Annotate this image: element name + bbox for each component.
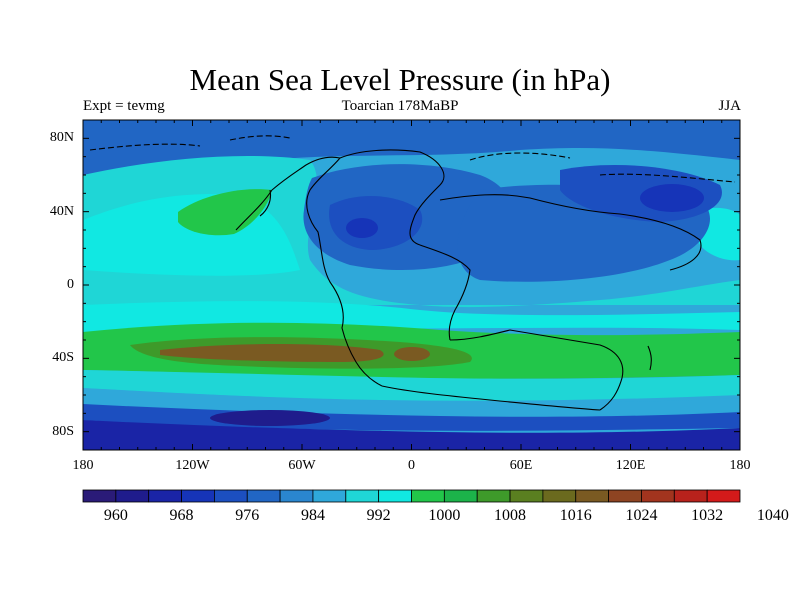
colorbar-tick-label: 968 xyxy=(169,507,194,524)
field-subtropical-high-core xyxy=(160,344,384,362)
lat-tick-label: 40N xyxy=(49,203,74,219)
colorbar-tick-label: 1032 xyxy=(691,507,724,524)
lon-tick-label: 0 xyxy=(408,458,415,473)
lat-tick-label: 80S xyxy=(52,423,74,439)
coastline-tethys xyxy=(439,194,702,271)
lon-tick-label: 120W xyxy=(175,458,210,473)
colorbar-swatch xyxy=(575,489,609,503)
field-south-cyan xyxy=(83,370,740,401)
colorbar-tick-label: 1008 xyxy=(494,507,527,524)
colorbar-swatch xyxy=(246,489,281,503)
colorbar-swatch xyxy=(82,489,117,503)
lat-tick-label: 40S xyxy=(52,350,74,366)
colorbar-tick-label: 1040 xyxy=(756,507,789,524)
map-title: Mean Sea Level Pressure (in hPa) xyxy=(189,62,611,97)
field-polar-low xyxy=(83,420,740,450)
colorbar-swatch xyxy=(443,489,478,503)
colorbar-swatch xyxy=(706,489,741,503)
colorbar-tick-label: 1016 xyxy=(559,507,592,524)
coastline-minor xyxy=(259,189,652,371)
colorbar-swatch xyxy=(312,489,347,503)
colorbar-swatch xyxy=(181,489,215,503)
colorbar-swatch xyxy=(608,489,642,503)
field-continental-low-core xyxy=(346,218,378,238)
colorbar-tick-label: 1000 xyxy=(428,507,461,524)
colorbar xyxy=(82,489,741,503)
colorbar-swatch xyxy=(673,489,708,503)
field-subtropical-high-core-east xyxy=(394,347,430,361)
colorbar-swatch xyxy=(148,489,182,503)
coastlines xyxy=(89,135,736,411)
lon-tick-label: 60E xyxy=(509,458,533,473)
experiment-label: Expt = tevmg xyxy=(83,98,165,114)
coastline-africa-west xyxy=(419,244,471,341)
colorbar-swatch xyxy=(345,489,380,503)
colorbar-swatch xyxy=(542,489,577,503)
field-asian-low-core xyxy=(640,184,704,212)
colorbar-swatch xyxy=(378,489,412,503)
colorbar-swatch xyxy=(411,489,445,503)
axis-ticks xyxy=(82,119,741,451)
coastline-arctic-islands xyxy=(89,135,736,183)
coastline-americas xyxy=(235,156,383,387)
field-polar-low-core xyxy=(210,410,330,426)
colorbar-swatch xyxy=(641,489,675,503)
coastline-gondwana-south xyxy=(449,329,624,411)
lat-tick-label: 0 xyxy=(67,277,74,292)
colorbar-swatch xyxy=(279,489,314,503)
colorbar-tick-label: 976 xyxy=(235,507,260,524)
coastline-north-atlantic xyxy=(339,149,445,246)
pressure-field xyxy=(83,120,740,450)
lon-tick-label: 180 xyxy=(72,458,94,473)
lat-tick-label: 80N xyxy=(49,130,74,146)
colorbar-tick-label: 1024 xyxy=(625,507,658,524)
colorbar-swatch xyxy=(476,489,511,503)
colorbar-swatch xyxy=(115,489,150,503)
lon-tick-label: 60W xyxy=(288,458,316,473)
colorbar-tick-label: 960 xyxy=(103,507,128,524)
colorbar-tick-label: 992 xyxy=(366,507,391,524)
field-pacific-high xyxy=(178,189,272,236)
period-label: Toarcian 178MaBP xyxy=(341,98,459,114)
colorbar-swatch xyxy=(213,489,248,503)
lon-tick-label: 180 xyxy=(729,458,751,473)
coastline-antarctica xyxy=(381,385,601,411)
season-label: JJA xyxy=(718,98,741,114)
lon-tick-label: 120E xyxy=(615,458,646,473)
colorbar-swatch xyxy=(509,489,544,503)
colorbar-tick-label: 984 xyxy=(300,507,325,524)
